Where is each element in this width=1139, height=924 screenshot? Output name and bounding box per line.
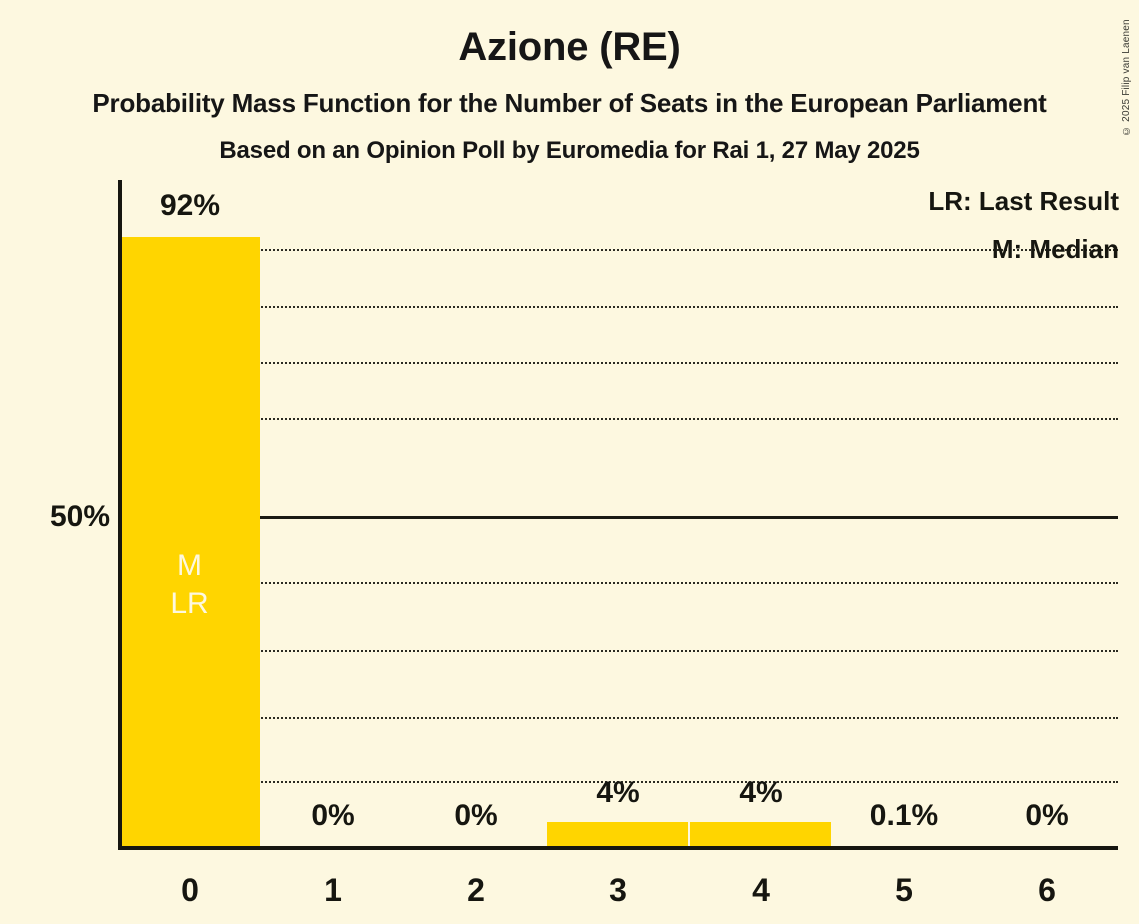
gridline-30 xyxy=(118,650,1118,652)
value-label-seats-3: 4% xyxy=(596,776,640,809)
gridline-40 xyxy=(118,582,1118,584)
y-axis-label-50: 50% xyxy=(49,500,110,533)
value-label-seats-2: 0% xyxy=(454,799,498,832)
x-tick-label-3: 3 xyxy=(609,872,627,908)
chart-title: Azione (RE) xyxy=(458,25,681,69)
gridline-20 xyxy=(118,717,1118,719)
value-label-seats-0: 92% xyxy=(159,189,221,222)
x-tick-label-0: 0 xyxy=(181,872,199,908)
x-tick-label-5: 5 xyxy=(895,872,913,908)
gridline-80 xyxy=(118,306,1118,308)
gridline-90 xyxy=(118,249,1118,251)
copyright-notice: © 2025 Filip van Laenen xyxy=(1121,19,1132,136)
chart-subtitle: Probability Mass Function for the Number… xyxy=(92,88,1047,118)
x-axis-line xyxy=(118,846,1118,850)
gridline-60 xyxy=(118,418,1118,420)
value-label-seats-4: 4% xyxy=(739,776,783,809)
last-result-marker: LR xyxy=(170,587,209,620)
legend-last-result: LR: Last Result xyxy=(928,186,1119,216)
value-label-seats-6: 0% xyxy=(1025,799,1069,832)
bar-seats-3[interactable] xyxy=(547,822,688,848)
chart-source-subtitle: Based on an Opinion Poll by Euromedia fo… xyxy=(219,137,920,164)
bar-seats-4[interactable] xyxy=(690,822,831,848)
gridline-70 xyxy=(118,362,1118,364)
x-tick-label-4: 4 xyxy=(752,872,770,908)
median-marker: M xyxy=(177,549,202,582)
y-axis-line xyxy=(118,180,122,848)
x-tick-label-2: 2 xyxy=(467,872,485,908)
x-tick-label-6: 6 xyxy=(1038,872,1056,908)
legend-median: M: Median xyxy=(991,234,1119,264)
gridline-10 xyxy=(118,781,1118,783)
bar-seats-0[interactable]: M LR xyxy=(119,237,260,848)
plot-area: M LR xyxy=(118,180,1118,848)
value-label-seats-5: 0.1% xyxy=(869,799,939,832)
value-label-seats-1: 0% xyxy=(311,799,355,832)
gridline-50-major xyxy=(118,516,1118,519)
x-tick-label-1: 1 xyxy=(324,872,342,908)
